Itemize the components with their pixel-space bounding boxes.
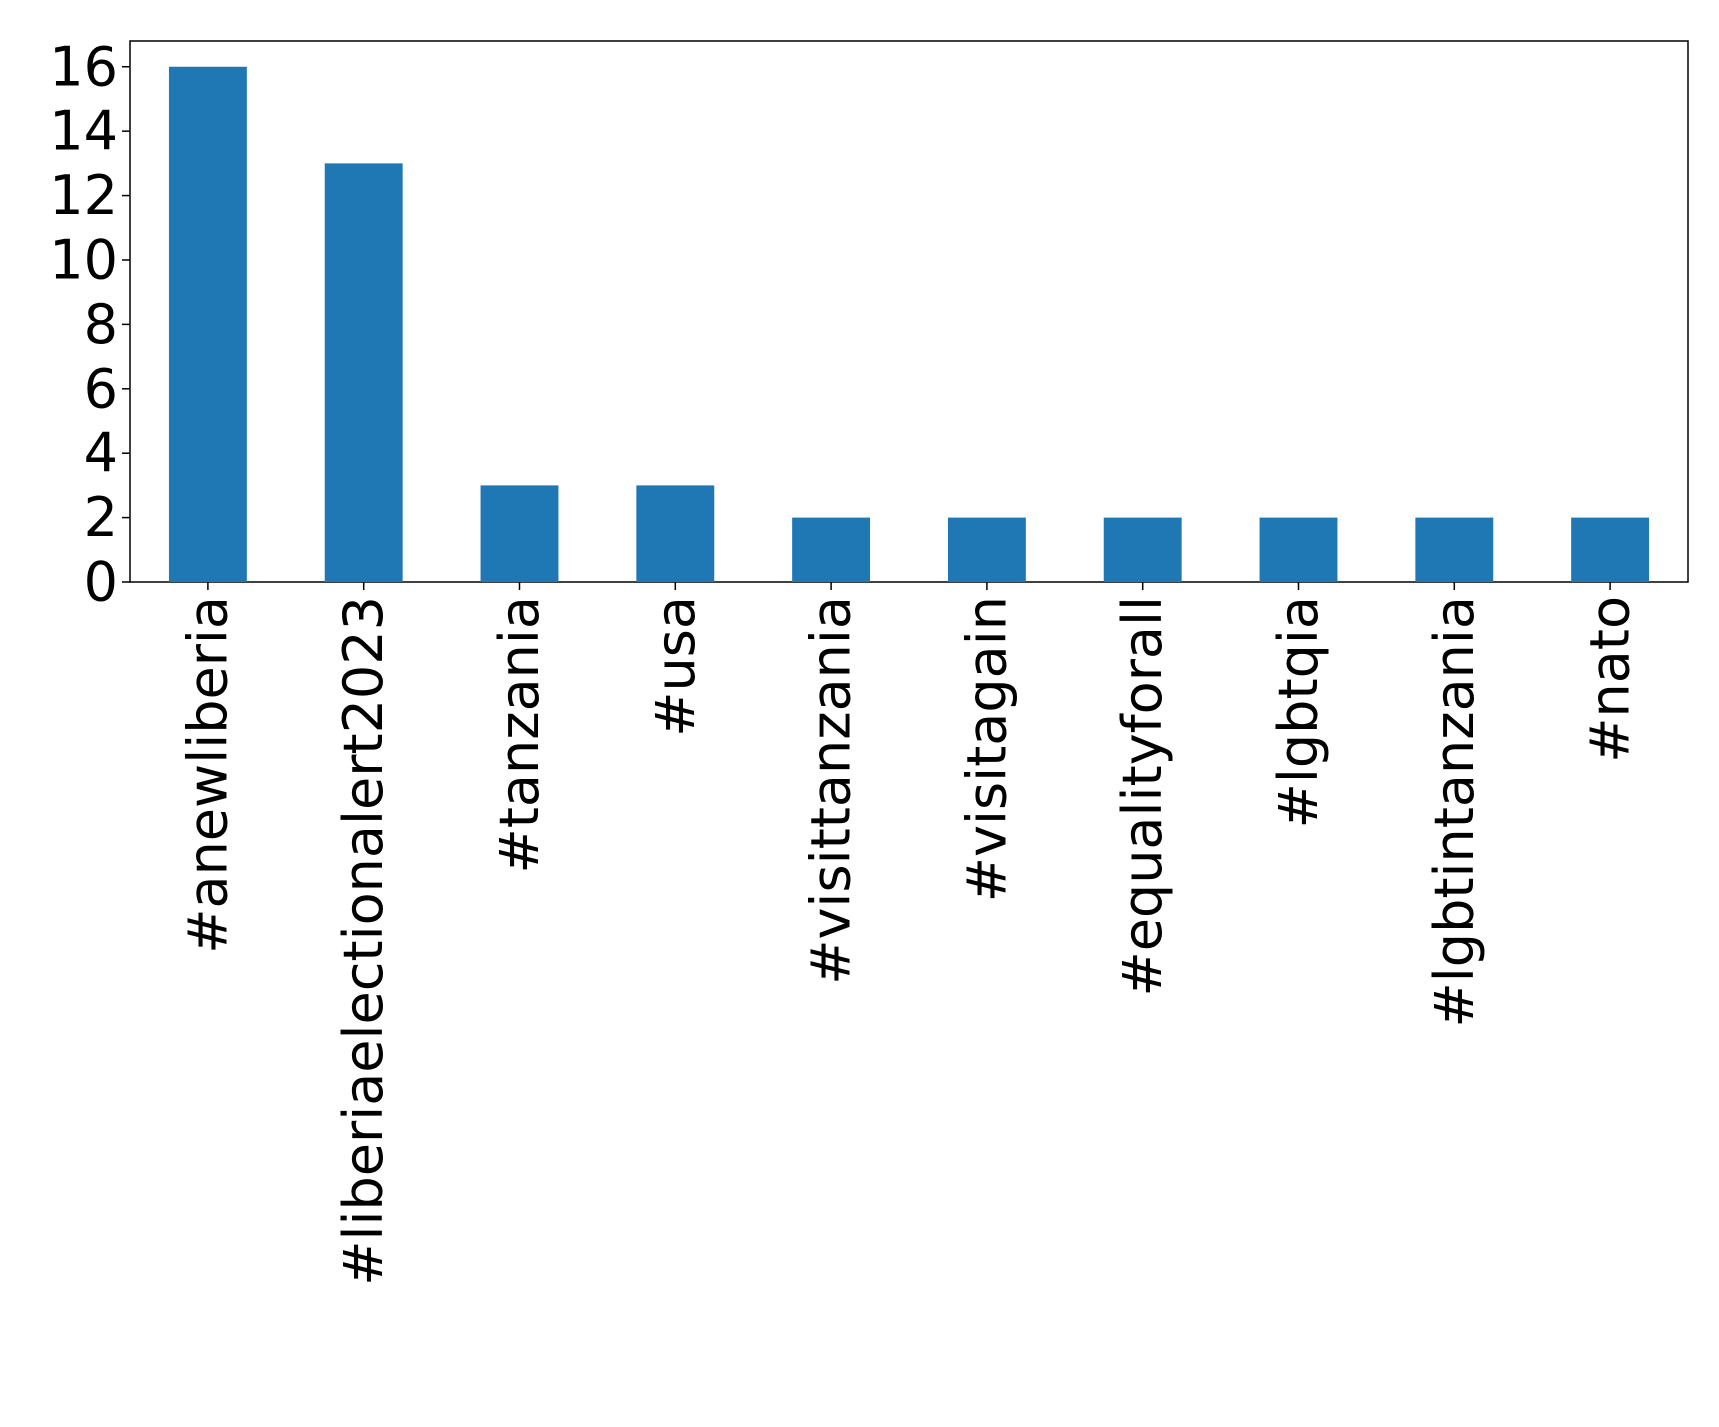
x-tick-label: #lgbtqia	[1267, 596, 1330, 828]
bar	[792, 517, 871, 582]
x-tick-label: #usa	[644, 596, 707, 737]
y-tick-label: 12	[49, 164, 118, 227]
x-tick-label: #anewliberia	[176, 596, 239, 954]
bar	[480, 485, 559, 582]
y-tick-label: 16	[49, 35, 118, 98]
y-tick-label: 4	[84, 422, 118, 485]
y-tick-label: 8	[84, 293, 118, 356]
x-tick-label: #nato	[1579, 596, 1642, 763]
bar	[1103, 517, 1182, 582]
bar	[168, 66, 247, 582]
y-tick-label: 2	[84, 486, 118, 549]
bar	[1259, 517, 1338, 582]
bar	[324, 163, 403, 582]
y-tick-label: 0	[84, 551, 118, 614]
x-tick-label: #lgbtintanzania	[1423, 596, 1486, 1027]
x-tick-label: #visitagain	[955, 596, 1018, 902]
bar	[1415, 517, 1494, 582]
x-tick-label: #visittanzania	[800, 596, 863, 985]
plot-frame	[129, 40, 1689, 583]
y-tick-label: 14	[49, 100, 118, 163]
x-tick-label: #equalityforall	[1111, 596, 1174, 997]
x-tick-label: #liberiaelectionalert2023	[332, 596, 395, 1286]
y-tick-label: 10	[49, 228, 118, 291]
x-tick-label: #tanzania	[488, 596, 551, 874]
bar	[1571, 517, 1650, 582]
bar	[636, 485, 715, 582]
y-tick-label: 6	[84, 357, 118, 420]
bar	[947, 517, 1026, 582]
